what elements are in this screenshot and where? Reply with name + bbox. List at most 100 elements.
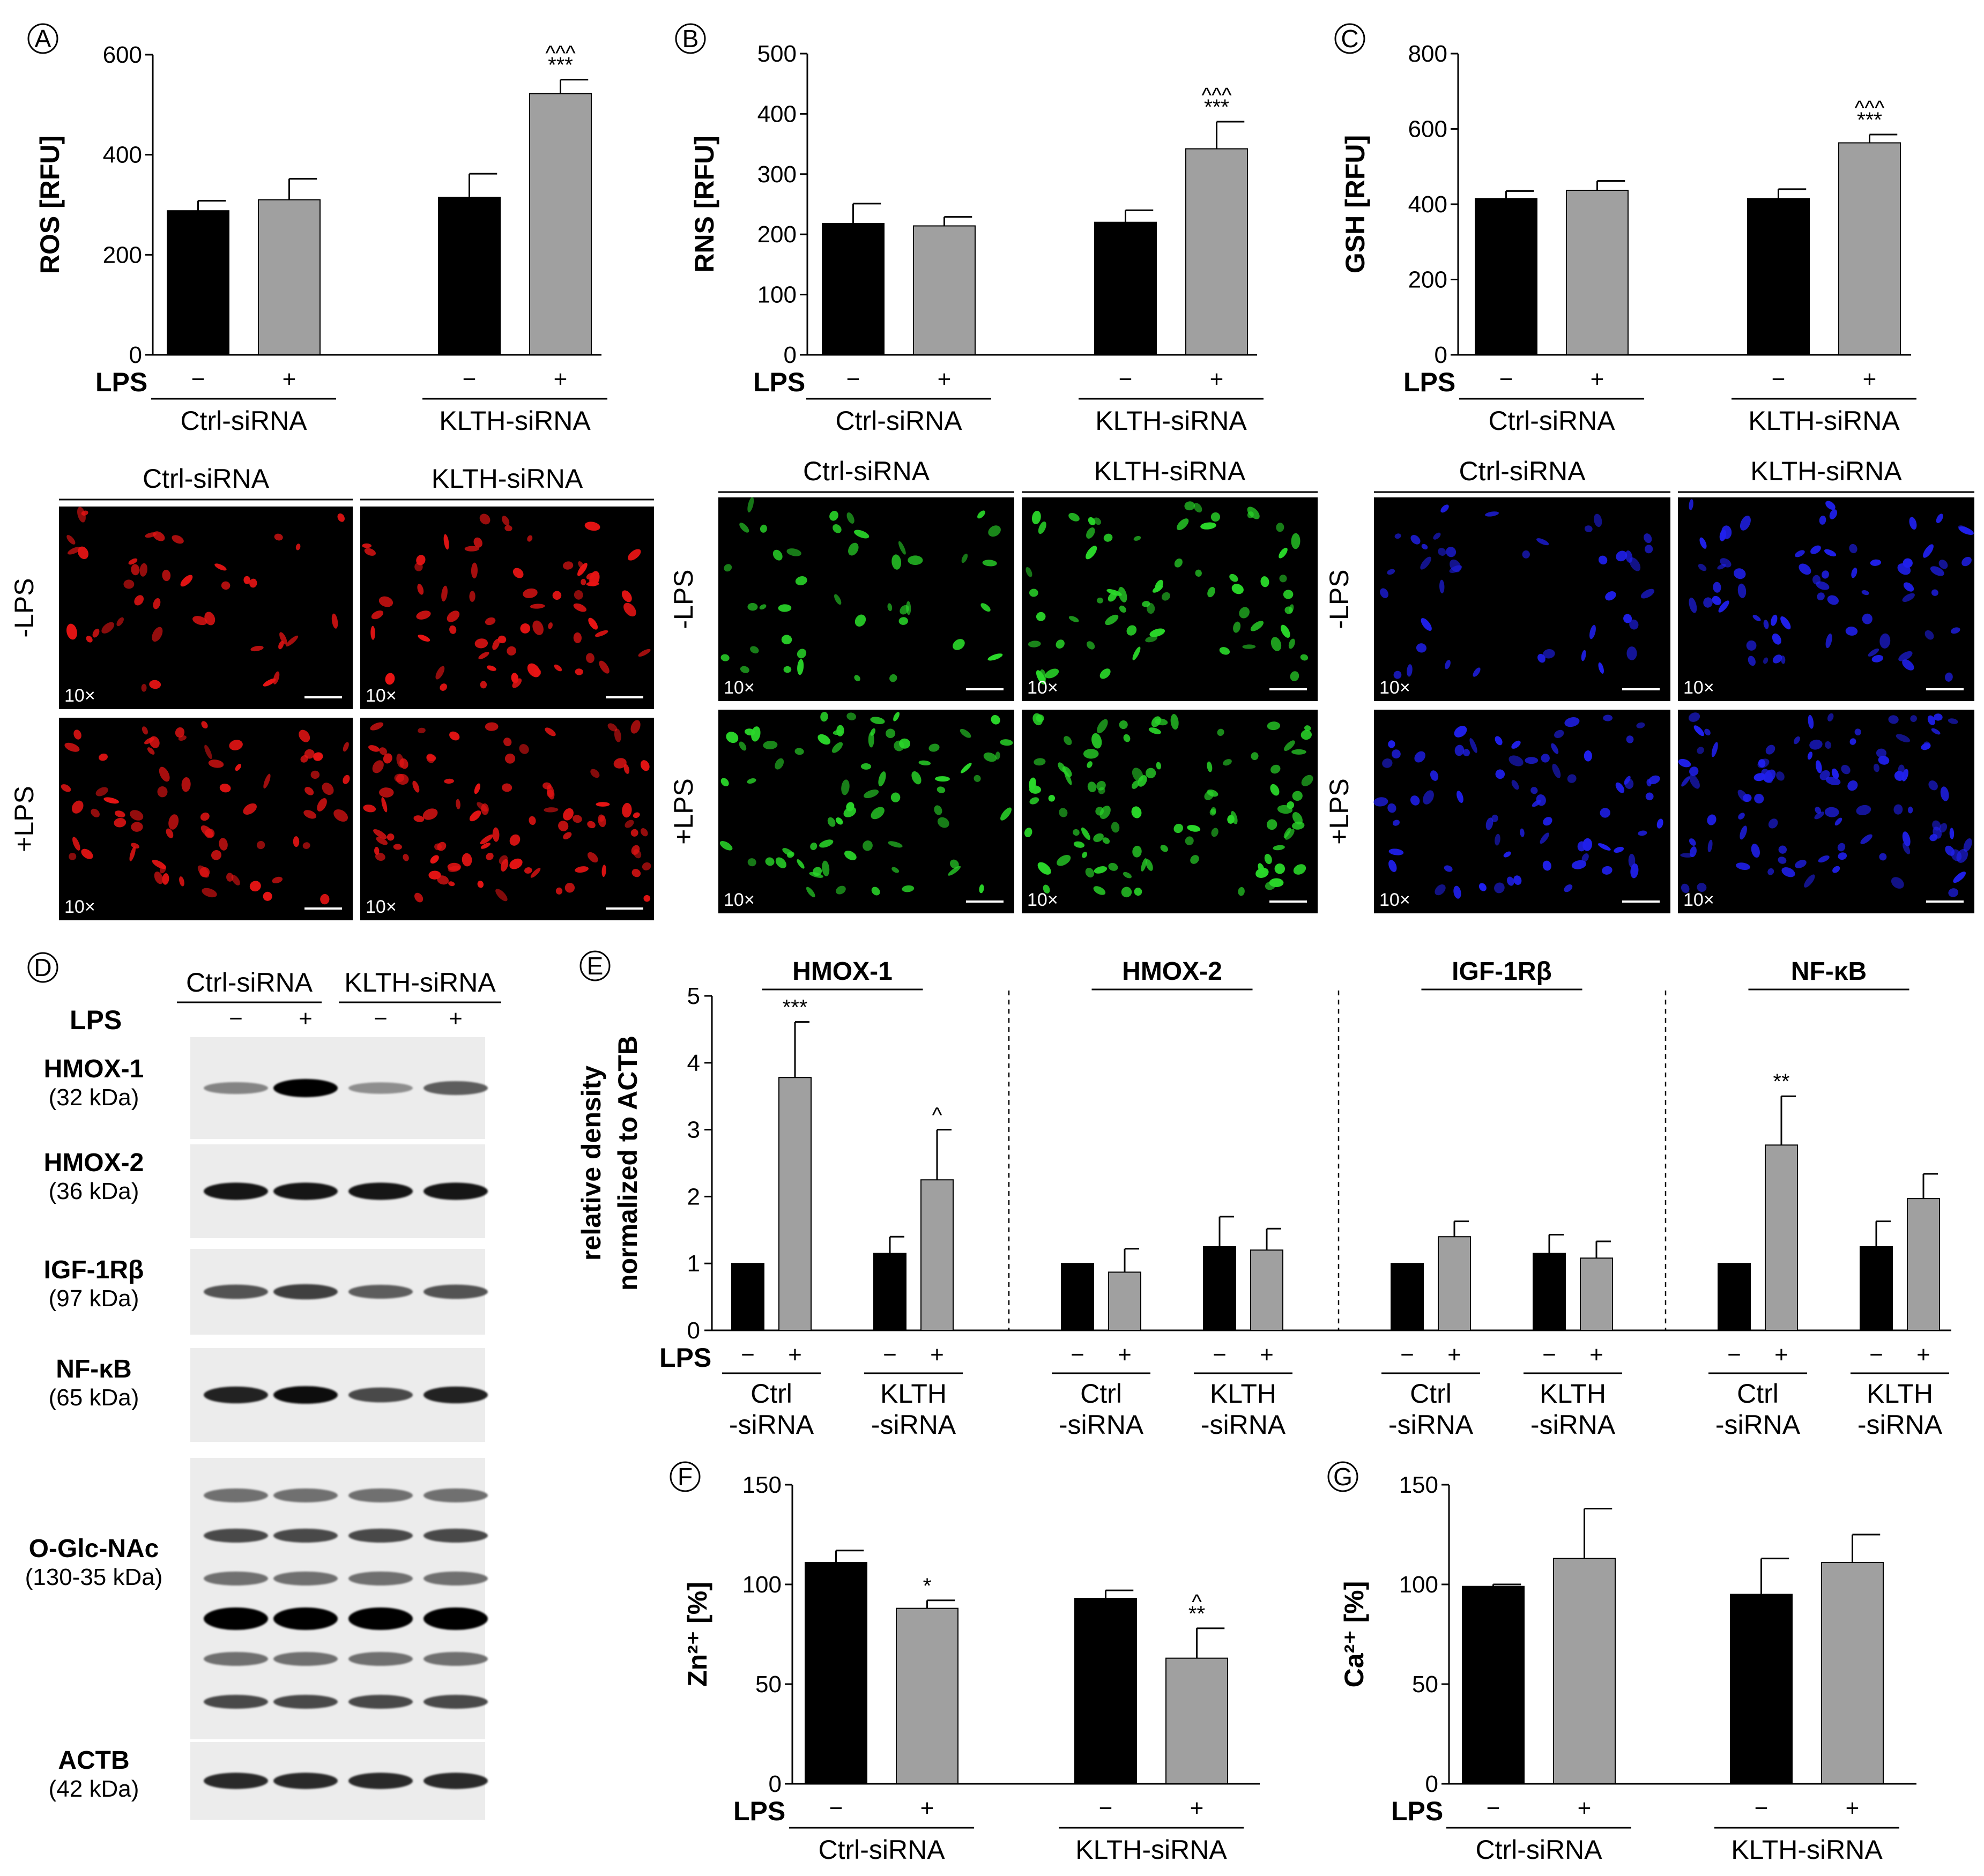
cell-mark	[1861, 590, 1869, 595]
cell-mark	[78, 546, 89, 560]
lps-sign: −	[883, 1342, 897, 1368]
cell-mark	[1681, 776, 1690, 787]
group-label-line2: -siRNA	[1201, 1410, 1286, 1440]
cell-mark	[988, 525, 1001, 537]
significance-mark-2: ^^^	[545, 42, 576, 65]
cell-mark	[1026, 567, 1032, 577]
cell-mark	[937, 786, 946, 793]
cell-mark	[414, 892, 423, 903]
bar	[1533, 1253, 1566, 1331]
wb-band	[423, 1386, 488, 1404]
cell-mark	[201, 721, 208, 729]
cell-mark	[1825, 776, 1841, 785]
cell-mark	[153, 598, 161, 609]
wb-protein-label: NF-κB	[56, 1355, 131, 1383]
cell-mark	[370, 722, 384, 731]
cell-mark	[1391, 749, 1401, 759]
cell-mark	[131, 564, 140, 576]
cell-mark	[795, 576, 807, 585]
cell-mark	[486, 852, 494, 860]
cell-mark	[854, 675, 860, 682]
group-label: KLTH-siRNA	[439, 406, 591, 436]
cell-mark	[1876, 748, 1887, 758]
cell-mark	[806, 887, 815, 898]
cell-mark	[1837, 843, 1846, 852]
cell-mark	[1754, 793, 1764, 804]
cell-mark	[1931, 589, 1938, 596]
cell-mark	[86, 636, 93, 643]
cell-mark	[180, 575, 193, 587]
lps-sign: −	[1727, 1342, 1741, 1368]
cell-mark	[1567, 774, 1577, 783]
cell-mark	[153, 531, 165, 541]
cell-mark	[1945, 672, 1953, 682]
bar-lps-1	[1185, 148, 1248, 355]
group-label: Ctrl-siRNA	[1488, 406, 1615, 436]
group-label-line1: KLTH	[1867, 1379, 1933, 1409]
cell-mark	[370, 626, 375, 640]
cell-mark	[1200, 522, 1216, 530]
wb-band	[423, 1488, 488, 1502]
protein-title: HMOX-2	[1122, 957, 1222, 986]
cell-mark	[822, 860, 830, 876]
cell-mark	[1537, 653, 1545, 663]
cell-mark	[479, 513, 491, 525]
micro-row-label: +LPS	[1324, 778, 1354, 845]
cell-mark	[396, 754, 404, 768]
cell-mark	[719, 841, 733, 851]
group-label: KLTH-siRNA	[1075, 1835, 1227, 1865]
cell-mark	[794, 748, 804, 755]
cell-mark	[1032, 713, 1043, 726]
bar-lps-1	[1165, 1657, 1228, 1784]
cell-mark	[864, 790, 879, 799]
micro-col-label: KLTH-siRNA	[432, 464, 583, 494]
cell-mark	[1809, 739, 1823, 750]
cell-mark	[1815, 760, 1822, 773]
cell-mark	[1059, 808, 1068, 817]
micro-row-label: -LPS	[9, 578, 39, 637]
microscopy-panels: Ctrl-siRNA KLTH-siRNA -LPS 10× 10× +LPS 10× 10×…	[9, 456, 1974, 920]
y-tick-label: 100	[1399, 1572, 1438, 1598]
wb-band	[348, 1387, 413, 1403]
cell-mark	[1111, 822, 1120, 833]
cell-mark	[372, 760, 384, 773]
cell-mark	[403, 854, 409, 861]
cell-mark	[299, 729, 310, 742]
cell-mark	[1433, 532, 1441, 540]
chart-F: F 0 50 100 150 Zn²⁺ [%] LPS − * + Ctrl-siRNA − **^ + K…	[670, 1461, 1260, 1865]
cell-mark	[486, 665, 496, 671]
cell-mark	[373, 829, 387, 839]
lps-sign: −	[1542, 1342, 1556, 1368]
cell-mark	[383, 753, 392, 764]
cell-mark	[1600, 808, 1610, 818]
cell-mark	[1260, 576, 1269, 587]
wb-band	[204, 1607, 268, 1630]
cell-mark	[846, 512, 854, 524]
wb-band	[423, 1182, 488, 1200]
cell-mark	[123, 579, 135, 589]
cell-mark	[1697, 883, 1707, 892]
cell-mark	[1794, 736, 1800, 745]
cell-mark	[1767, 868, 1774, 875]
wb-protein-label: O-Glc-NAc	[29, 1535, 159, 1563]
cell-mark	[1720, 558, 1732, 568]
cell-mark	[1626, 735, 1634, 743]
cell-mark	[640, 828, 648, 837]
cell-mark	[437, 842, 447, 851]
y-axis-label: GSH [RFU]	[1340, 135, 1370, 273]
cell-mark	[607, 723, 618, 732]
cell-mark	[819, 839, 834, 848]
cell-mark	[474, 783, 481, 794]
micro-row-label: +LPS	[668, 778, 699, 845]
cell-mark	[961, 763, 972, 773]
cell-mark	[1119, 720, 1128, 729]
cell-mark	[1903, 842, 1911, 854]
cell-mark	[1648, 775, 1660, 784]
cell-mark	[1118, 586, 1127, 602]
cell-mark	[149, 736, 160, 748]
wb-band	[423, 1773, 488, 1789]
cell-mark	[471, 562, 478, 579]
magnification-label: 10×	[1379, 678, 1410, 698]
cell-mark	[1594, 513, 1602, 527]
cell-mark	[1530, 787, 1538, 794]
